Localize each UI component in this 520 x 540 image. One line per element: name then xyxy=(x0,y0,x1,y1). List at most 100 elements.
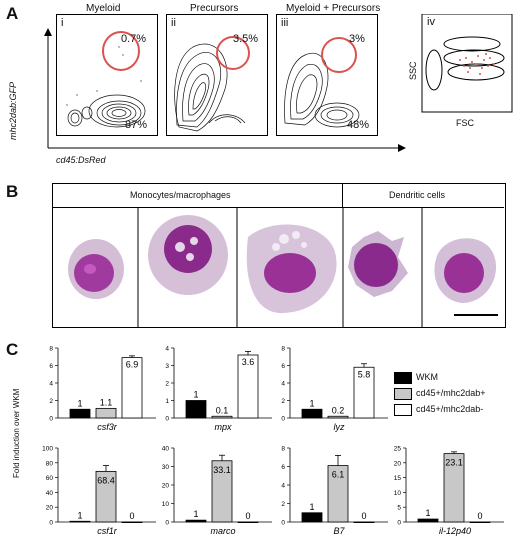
bar-wkm xyxy=(69,520,91,523)
bar-value-label: 1 xyxy=(309,502,314,512)
cytology-frame xyxy=(52,183,506,328)
bar-value-label: 6.1 xyxy=(332,470,345,480)
bar-cd45-mhc2dab-neg xyxy=(469,521,491,524)
legend-label-pos: cd45+/mhc2dab+ xyxy=(416,388,486,398)
y-tick-label: 80 xyxy=(46,460,54,467)
y-tick-label: 4 xyxy=(281,381,285,388)
flow-plot-roman-iii: iii xyxy=(281,17,289,29)
bar-value-label: 6.9 xyxy=(126,360,139,370)
legend-swatch-neg xyxy=(394,404,412,416)
panel-c-legend: WKM cd45+/mhc2dab+ cd45+/mhc2dab- xyxy=(394,372,514,422)
bar-wkm xyxy=(185,400,207,419)
bar-value-label: 23.1 xyxy=(445,458,463,468)
bar-value-label: 0 xyxy=(477,511,482,521)
dendritic-cells-label: Dendritic cells xyxy=(389,190,446,200)
gene-label: B7 xyxy=(333,526,345,536)
flow-plot-top-percent: 3.5% xyxy=(233,33,259,45)
y-tick-label: 8 xyxy=(281,346,285,353)
y-tick-label: 100 xyxy=(42,446,53,453)
bar-value-label: 1 xyxy=(309,398,314,408)
bar-wkm xyxy=(69,408,91,419)
panel-a-x-axis-label: cd45:DsRed xyxy=(56,155,106,165)
y-tick-label: 0 xyxy=(165,520,169,527)
flow-plot-bottom-percent: 48% xyxy=(347,119,370,131)
y-tick-label: 40 xyxy=(46,490,54,497)
bar-chart-csf1r: 0 20 40 60 80 100 1 68.4 0 csf1r xyxy=(42,446,156,536)
dendritic-group-header xyxy=(343,183,504,208)
bar-value-label: 0.2 xyxy=(332,405,345,415)
bar-cd45-mhc2dab-pos xyxy=(211,415,233,419)
bar-value-label: 3.6 xyxy=(242,357,255,367)
y-tick-label: 30 xyxy=(162,464,170,471)
y-tick-label: 25 xyxy=(394,446,402,453)
legend-swatch-pos xyxy=(394,388,412,400)
flow-plot-top-percent: 3% xyxy=(349,33,365,45)
flow-plot-precursors: ii 3.5% xyxy=(166,14,268,136)
bar-cd45-mhc2dab-neg xyxy=(353,521,375,524)
y-tick-label: 6 xyxy=(49,363,53,370)
gene-label: mpx xyxy=(214,422,232,432)
bar-value-label: 1 xyxy=(77,510,82,520)
y-tick-label: 40 xyxy=(162,446,170,453)
y-tick-label: 0 xyxy=(49,520,53,527)
bar-value-label: 1 xyxy=(193,509,198,519)
flow-plot-myeloid: i 0.7% 87% xyxy=(56,14,158,136)
y-tick-label: 10 xyxy=(162,501,170,508)
cytology-images xyxy=(68,207,498,327)
gene-label: marco xyxy=(210,526,235,536)
panel-letter-a: A xyxy=(6,4,19,23)
bar-cd45-mhc2dab-pos xyxy=(327,415,349,419)
y-tick-label: 4 xyxy=(281,483,285,490)
y-tick-label: 8 xyxy=(49,346,53,353)
y-tick-label: 8 xyxy=(281,446,285,453)
flow-plot-title-myeloid: Myeloid xyxy=(86,3,121,14)
bar-cd45-mhc2dab-neg xyxy=(237,521,259,524)
y-tick-label: 10 xyxy=(394,490,402,497)
bar-value-label: 5.8 xyxy=(358,369,371,379)
y-tick-label: 0 xyxy=(397,520,401,527)
y-tick-label: 2 xyxy=(49,398,53,405)
y-tick-label: 3 xyxy=(165,363,169,370)
flow-contours-myeloid xyxy=(66,31,146,128)
y-tick-label: 1 xyxy=(165,398,169,405)
bar-value-label: 1 xyxy=(193,390,198,400)
bar-chart-il-12p40: 0 5 10 15 20 25 1 23.1 0 il-12p40 xyxy=(394,446,504,536)
bar-wkm xyxy=(301,408,323,419)
bar-cd45-mhc2dab-pos xyxy=(95,407,117,419)
scatter-plot-roman-iv: iv xyxy=(427,16,435,28)
bar-value-label: 68.4 xyxy=(97,475,115,485)
flow-plot-bottom-percent: 87% xyxy=(125,119,148,131)
panel-a-axes xyxy=(44,28,406,152)
y-tick-label: 6 xyxy=(281,363,285,370)
legend-label-wkm: WKM xyxy=(416,372,438,382)
flow-plot-top-percent: 0.7% xyxy=(121,33,147,45)
bar-value-label: 0 xyxy=(245,511,250,521)
gene-label: il-12p40 xyxy=(439,526,471,536)
monocytes-macrophages-label: Monocytes/macrophages xyxy=(130,190,231,200)
bar-wkm xyxy=(301,512,323,523)
flow-plot-roman-ii: ii xyxy=(171,17,176,29)
flow-plot-title-myeloid-precursors: Myeloid + Precursors xyxy=(286,3,381,14)
scatter-gating-plot xyxy=(421,14,513,113)
bar-value-label: 33.1 xyxy=(213,465,231,475)
bar-chart-mpx: 0 1 2 3 4 1 0.1 3.6 mpx xyxy=(165,346,272,432)
y-tick-label: 4 xyxy=(49,381,53,388)
scatter-x-axis-label: FSC xyxy=(456,118,474,128)
gene-label: csf1r xyxy=(97,526,118,536)
flow-plot-title-precursors: Precursors xyxy=(190,3,239,14)
y-tick-label: 2 xyxy=(281,398,285,405)
y-tick-label: 2 xyxy=(165,381,169,388)
bar-value-label: 0 xyxy=(129,511,134,521)
bar-wkm xyxy=(185,519,207,523)
y-tick-label: 15 xyxy=(394,475,402,482)
y-tick-label: 2 xyxy=(281,501,285,508)
bar-value-label: 1 xyxy=(77,398,82,408)
y-tick-label: 0 xyxy=(281,416,285,423)
panel-letter-c: C xyxy=(6,340,19,359)
bar-value-label: 1.1 xyxy=(100,397,113,407)
bar-cd45-mhc2dab-neg xyxy=(121,521,143,524)
y-tick-label: 20 xyxy=(162,483,170,490)
flow-plot-myeloid-precursors: iii 3% 48% xyxy=(276,14,378,136)
y-tick-label: 60 xyxy=(46,475,54,482)
